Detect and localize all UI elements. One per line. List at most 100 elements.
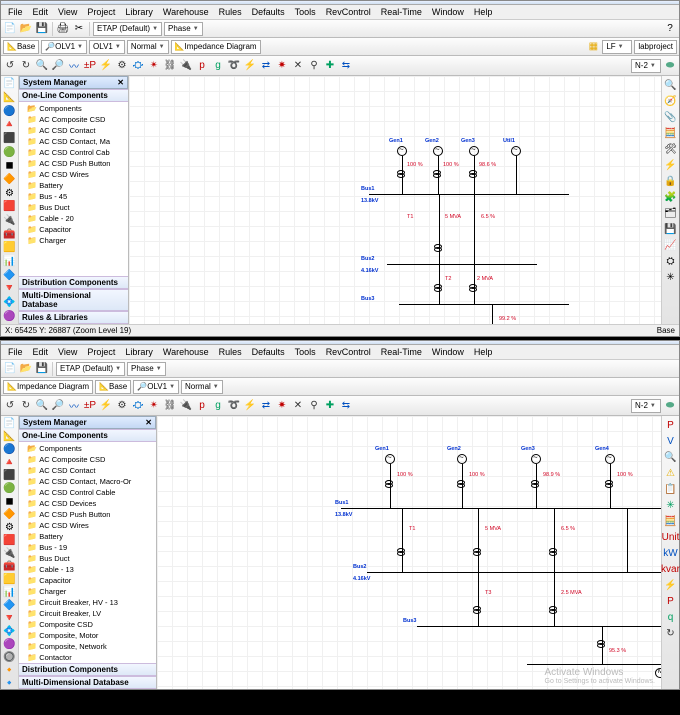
system-manager-header[interactable]: System Manager ✕ (19, 76, 128, 89)
bus[interactable] (399, 304, 569, 305)
tree-item[interactable]: Composite, Network (27, 641, 154, 652)
tree-item[interactable]: AC CSD Contact (27, 465, 154, 476)
tool-icon[interactable]: ⛓ (163, 59, 177, 73)
run-icon[interactable]: ⬬ (663, 399, 677, 413)
menu-tools[interactable]: Tools (292, 346, 319, 358)
tool-icon[interactable]: ↻ (19, 59, 33, 73)
tree-item[interactable]: Capacitor (27, 575, 154, 586)
tree-item[interactable]: AC CSD Contact (27, 125, 126, 136)
palette-icon[interactable]: ⛭ (664, 254, 678, 268)
tool-icon[interactable]: ✴ (147, 59, 161, 73)
tool-icon[interactable]: ⛓ (163, 399, 177, 413)
menu-real-time[interactable]: Real-Time (378, 6, 425, 18)
tree-item[interactable]: AC CSD Push Button (27, 158, 126, 169)
olv-combo-a[interactable]: 🔎 OLV1▼ (41, 40, 87, 54)
menu-tools[interactable]: Tools (292, 6, 319, 18)
transformer[interactable] (473, 606, 481, 614)
tool-icon[interactable]: ⚙ (115, 59, 129, 73)
menu-revcontrol[interactable]: RevControl (323, 6, 374, 18)
palette-icon[interactable]: ⚡ (664, 158, 678, 172)
tool-icon[interactable]: ✷ (275, 399, 289, 413)
palette-icon[interactable]: 🟨 (3, 242, 17, 254)
tool-icon[interactable]: ⚡ (243, 399, 257, 413)
palette-icon[interactable]: 📊 (3, 256, 17, 268)
palette-icon[interactable]: 🛠 (664, 142, 678, 156)
menu-file[interactable]: File (5, 346, 26, 358)
tool-icon[interactable]: ↺ (3, 59, 17, 73)
transformer[interactable] (385, 480, 393, 488)
oneline-canvas[interactable]: Activate Windows Go to Settings to activ… (157, 416, 661, 689)
palette-icon[interactable]: ⚠ (664, 466, 678, 480)
palette-icon[interactable]: 📊 (3, 587, 17, 598)
menu-project[interactable]: Project (84, 6, 118, 18)
section-rules[interactable]: Rules & Libraries (19, 311, 128, 324)
palette-icon[interactable]: P (664, 418, 678, 432)
palette-icon[interactable]: 📎 (664, 110, 678, 124)
menu-window[interactable]: Window (429, 6, 467, 18)
phase-combo[interactable]: Phase▼ (127, 362, 166, 376)
tree-item[interactable]: Charger (27, 235, 126, 246)
menu-edit[interactable]: Edit (30, 346, 52, 358)
palette-icon[interactable]: 🟣 (3, 639, 17, 650)
tool-icon[interactable]: p (195, 399, 209, 413)
mode-combo[interactable]: Normal▼ (181, 380, 223, 394)
palette-icon[interactable]: 🔘 (3, 652, 17, 663)
tool-icon[interactable]: ⛮ (131, 59, 145, 73)
menu-warehouse[interactable]: Warehouse (160, 6, 212, 18)
palette-icon[interactable]: 🗂 (664, 206, 678, 220)
save-icon[interactable]: 💾 (35, 362, 49, 376)
palette-icon[interactable]: 📋 (664, 482, 678, 496)
palette-icon[interactable]: ◼ (3, 496, 17, 507)
palette-icon[interactable]: 💾 (664, 222, 678, 236)
palette-icon[interactable]: P (664, 594, 678, 608)
olv-combo[interactable]: 🔎 OLV1▼ (133, 380, 179, 394)
tool-icon[interactable]: ±P (83, 399, 97, 413)
tool-icon[interactable]: ➰ (227, 399, 241, 413)
motor[interactable] (655, 668, 661, 678)
transformer[interactable] (434, 284, 442, 292)
tree-item[interactable]: Components (27, 103, 126, 114)
config-combo[interactable]: ETAP (Default)▼ (56, 362, 125, 376)
palette-icon[interactable]: q (664, 610, 678, 624)
palette-icon[interactable]: ⚙ (3, 187, 17, 199)
bus[interactable] (387, 264, 537, 265)
palette-icon[interactable]: 📄 (3, 78, 17, 90)
palette-icon[interactable]: 🔷 (3, 269, 17, 281)
tool-icon[interactable]: ⇄ (259, 59, 273, 73)
section-distribution[interactable]: Distribution Components (19, 663, 156, 676)
menu-help[interactable]: Help (471, 6, 496, 18)
palette-icon[interactable]: 🔻 (3, 613, 17, 624)
transformer[interactable] (531, 480, 539, 488)
tool-icon[interactable]: ⚡ (99, 59, 113, 73)
transformer[interactable] (597, 640, 605, 648)
transformer[interactable] (605, 480, 613, 488)
palette-icon[interactable]: ⬛ (3, 470, 17, 481)
tree-item[interactable]: AC CSD Push Button (27, 509, 154, 520)
tool-icon[interactable]: ✕ (291, 59, 305, 73)
component-tree[interactable]: ComponentsAC Composite CSDAC CSD Contact… (19, 442, 156, 663)
palette-icon[interactable]: 🟢 (3, 483, 17, 494)
transformer[interactable] (433, 170, 441, 178)
close-icon[interactable]: ✕ (117, 78, 124, 87)
palette-icon[interactable]: 🧩 (664, 190, 678, 204)
new-icon[interactable]: 📄 (3, 362, 17, 376)
palette-icon[interactable]: Unit (664, 530, 678, 544)
palette-icon[interactable]: 🔺 (3, 457, 17, 468)
palette-icon[interactable]: 🟥 (3, 535, 17, 546)
tool-icon[interactable]: ✚ (323, 399, 337, 413)
transformer[interactable] (469, 170, 477, 178)
transformer[interactable] (473, 548, 481, 556)
component-tree[interactable]: ComponentsAC Composite CSDAC CSD Contact… (19, 102, 128, 276)
palette-icon[interactable]: V (664, 434, 678, 448)
tool-icon[interactable]: 🔌 (179, 59, 193, 73)
palette-icon[interactable]: 📈 (664, 238, 678, 252)
tool-icon[interactable]: 🔌 (179, 399, 193, 413)
palette-icon[interactable]: 🔒 (664, 174, 678, 188)
save-icon[interactable]: 💾 (35, 22, 49, 36)
phase-combo[interactable]: Phase▼ (164, 22, 203, 36)
tool-icon[interactable]: g (211, 59, 225, 73)
tree-item[interactable]: AC CSD Contact, Ma (27, 136, 126, 147)
lf-icon[interactable]: ▦ (586, 40, 600, 54)
palette-icon[interactable]: 🔻 (3, 283, 17, 295)
palette-icon[interactable]: 🧭 (664, 94, 678, 108)
